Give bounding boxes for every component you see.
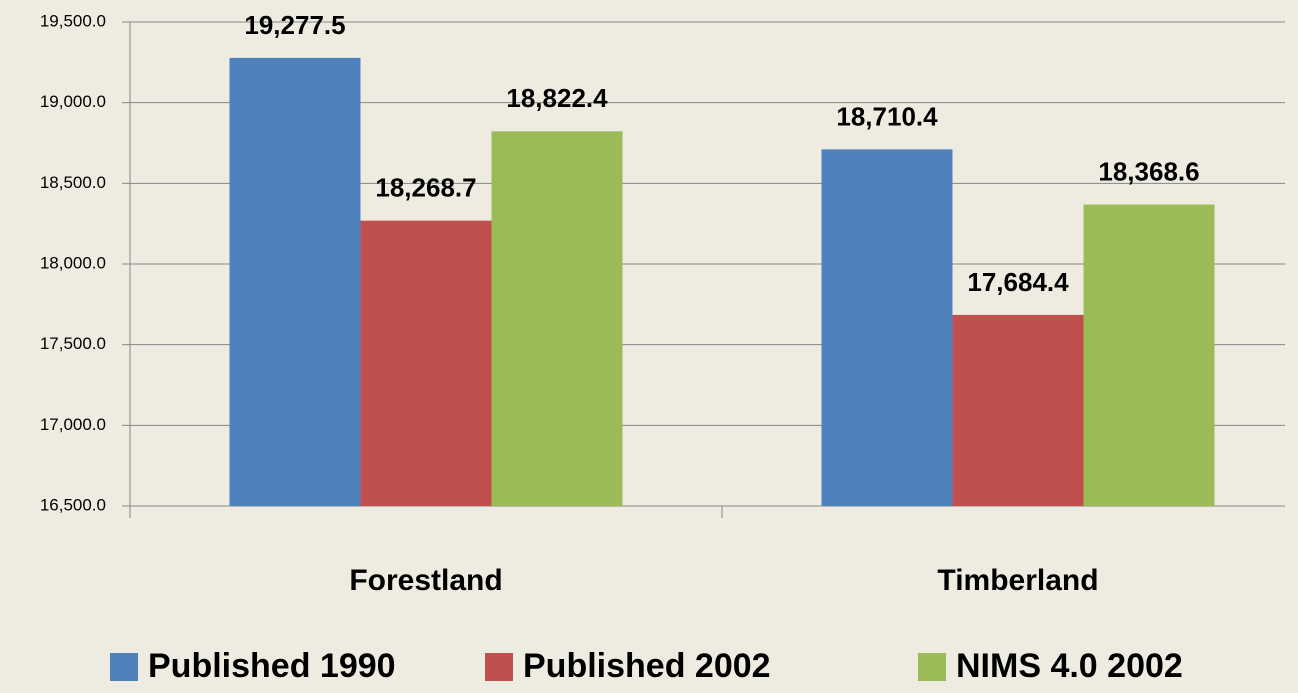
value-label: 18,822.4: [506, 83, 608, 113]
legend-label: NIMS 4.0 2002: [956, 647, 1183, 685]
y-tick-label: 18,500.0: [40, 173, 106, 192]
legend-label: Published 2002: [523, 647, 771, 685]
legend-label: Published 1990: [148, 647, 396, 685]
value-label: 18,268.7: [375, 173, 476, 203]
y-tick-label: 16,500.0: [40, 495, 106, 514]
y-tick-label: 18,000.0: [40, 253, 106, 272]
legend-swatch: [110, 653, 138, 681]
y-tick-label: 17,000.0: [40, 415, 106, 434]
legend-swatch: [918, 653, 946, 681]
value-label: 18,710.4: [836, 101, 938, 131]
y-tick-label: 17,500.0: [40, 334, 106, 353]
value-label: 19,277.5: [244, 10, 345, 40]
bar: [1083, 204, 1215, 506]
bar: [821, 149, 953, 506]
y-tick-label: 19,000.0: [40, 92, 106, 111]
bar: [360, 220, 492, 507]
x-tick-label: Timberland: [937, 564, 1098, 597]
bar: [952, 314, 1084, 506]
y-tick-label: 19,500.0: [40, 11, 106, 30]
bar: [491, 131, 623, 507]
bar: [229, 57, 361, 506]
x-tick-label: Forestland: [349, 564, 502, 597]
legend-swatch: [485, 653, 513, 681]
value-label: 17,684.4: [967, 267, 1069, 297]
value-label: 18,368.6: [1098, 156, 1199, 186]
